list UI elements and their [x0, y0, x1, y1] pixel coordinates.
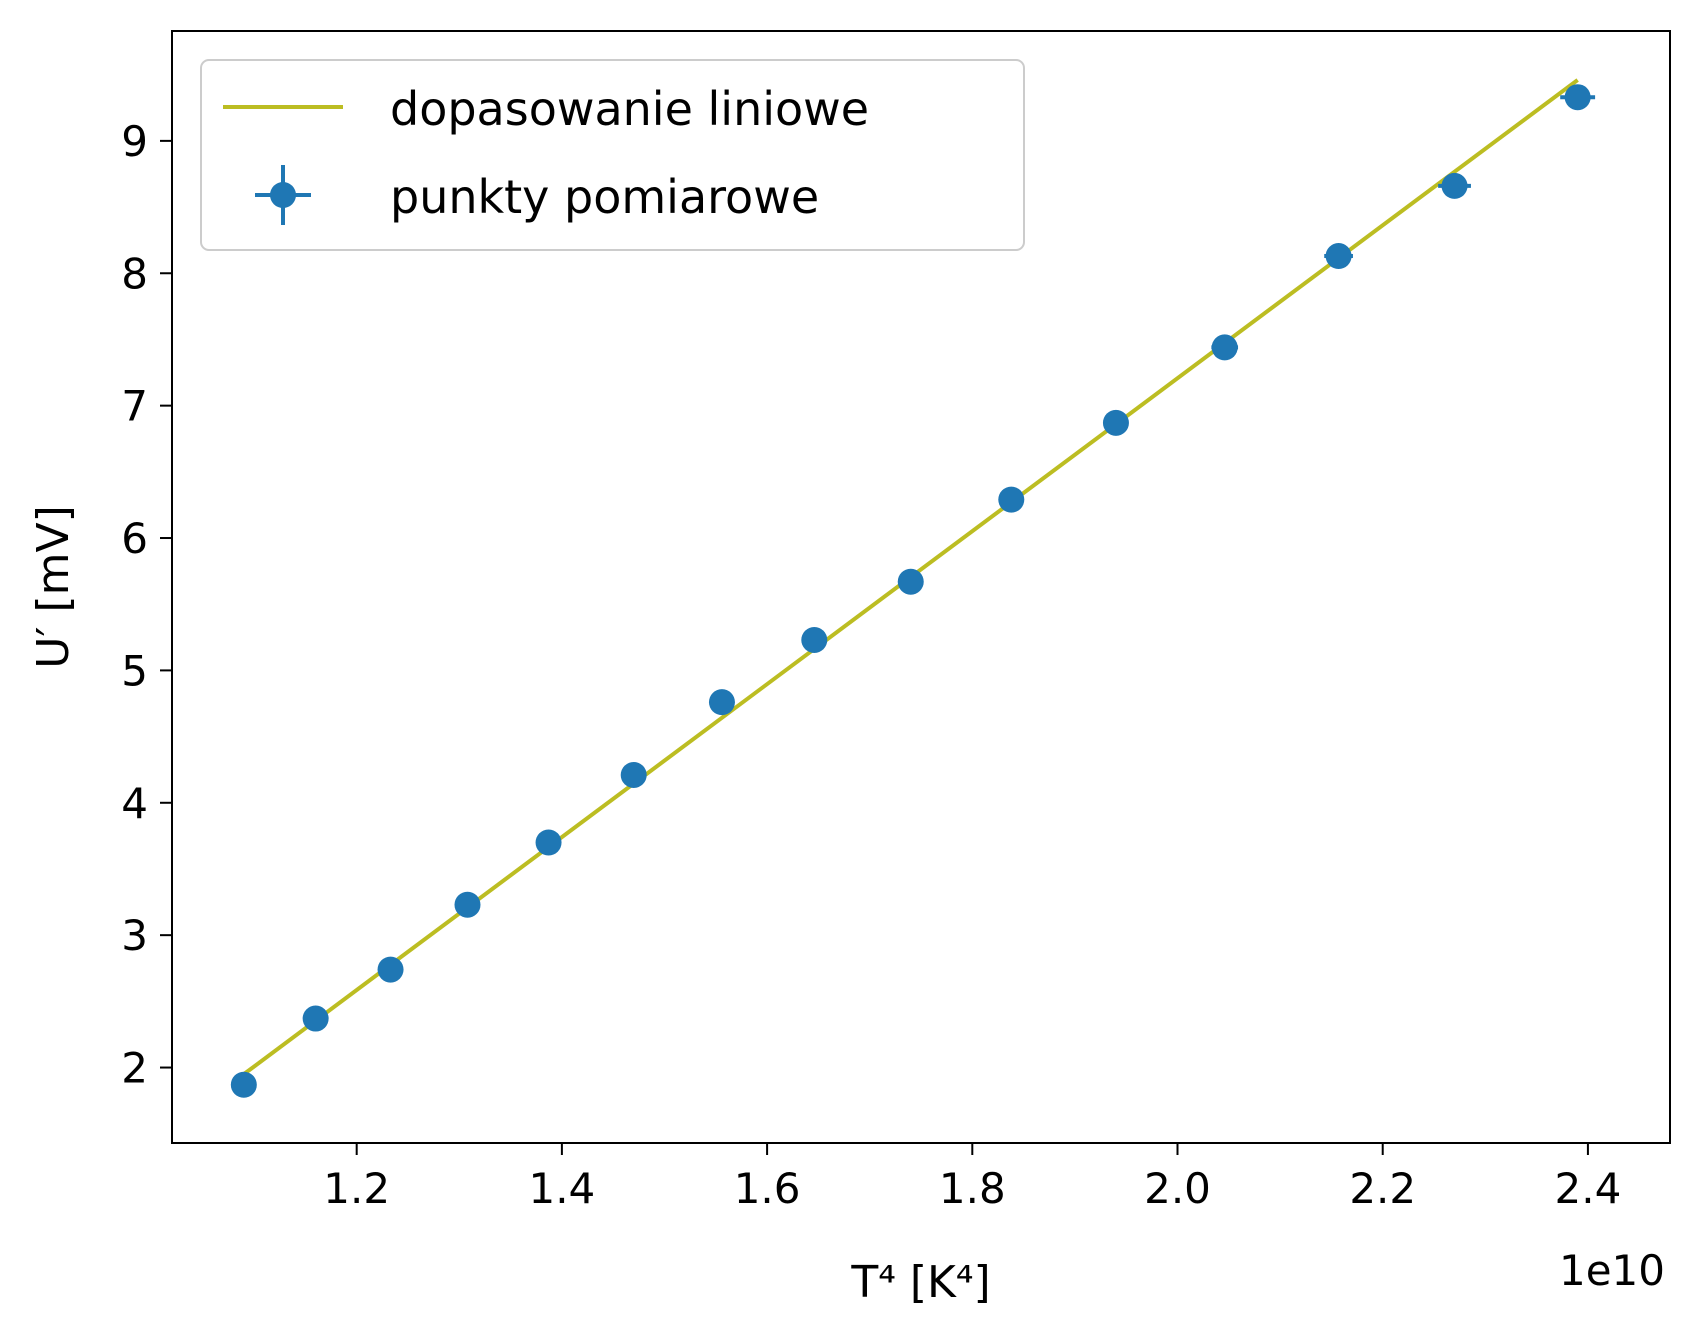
y-tick-label: 2: [121, 1044, 148, 1093]
axes-frame: [171, 30, 1671, 1144]
data-point: [620, 761, 647, 788]
legend-box: [200, 59, 1025, 251]
y-tick-label: 3: [121, 911, 148, 960]
legend-label-points: punkty pomiarowe: [390, 170, 819, 224]
data-point: [998, 486, 1025, 513]
x-axis-label: T⁴ [K⁴]: [850, 1257, 990, 1308]
data-point: [1325, 243, 1352, 270]
y-tick-label: 4: [121, 779, 148, 828]
data-point: [708, 689, 735, 716]
y-tick-label: 7: [121, 382, 148, 431]
data-point: [1102, 409, 1129, 436]
x-tick-label: 1.8: [939, 1164, 1006, 1213]
x-tick-label: 2.2: [1349, 1164, 1416, 1213]
data-point: [1564, 84, 1591, 111]
y-tick-label: 9: [121, 117, 148, 166]
y-axis: 2 3 4 5 6 7 8 9: [121, 117, 172, 1093]
x-axis: 1.2 1.4 1.6 1.8 2.0 2.2 2.4: [323, 1143, 1621, 1213]
plot-area: [230, 78, 1596, 1098]
y-tick-label: 8: [121, 249, 148, 298]
data-point: [1441, 172, 1468, 199]
data-point: [801, 626, 828, 653]
data-point: [454, 891, 481, 918]
data-point: [897, 568, 924, 595]
data-point: [1211, 334, 1238, 361]
data-point: [377, 956, 404, 983]
y-axis-label: U′ [mV]: [28, 505, 79, 668]
legend-label-fit: dopasowanie liniowe: [390, 82, 869, 136]
data-point: [302, 1005, 329, 1032]
x-axis-offset-label: 1e10: [1559, 1246, 1665, 1295]
y-tick-label: 5: [121, 646, 148, 695]
legend-marker: [270, 182, 296, 208]
data-point: [230, 1071, 257, 1098]
x-tick-label: 1.6: [734, 1164, 801, 1213]
legend: dopasowanie liniowe punkty pomiarowe: [200, 59, 1025, 251]
x-tick-label: 2.0: [1144, 1164, 1211, 1213]
x-tick-label: 2.4: [1555, 1164, 1622, 1213]
y-tick-label: 6: [121, 514, 148, 563]
x-tick-label: 1.2: [323, 1164, 390, 1213]
data-point: [535, 829, 562, 856]
x-tick-label: 1.4: [528, 1164, 595, 1213]
